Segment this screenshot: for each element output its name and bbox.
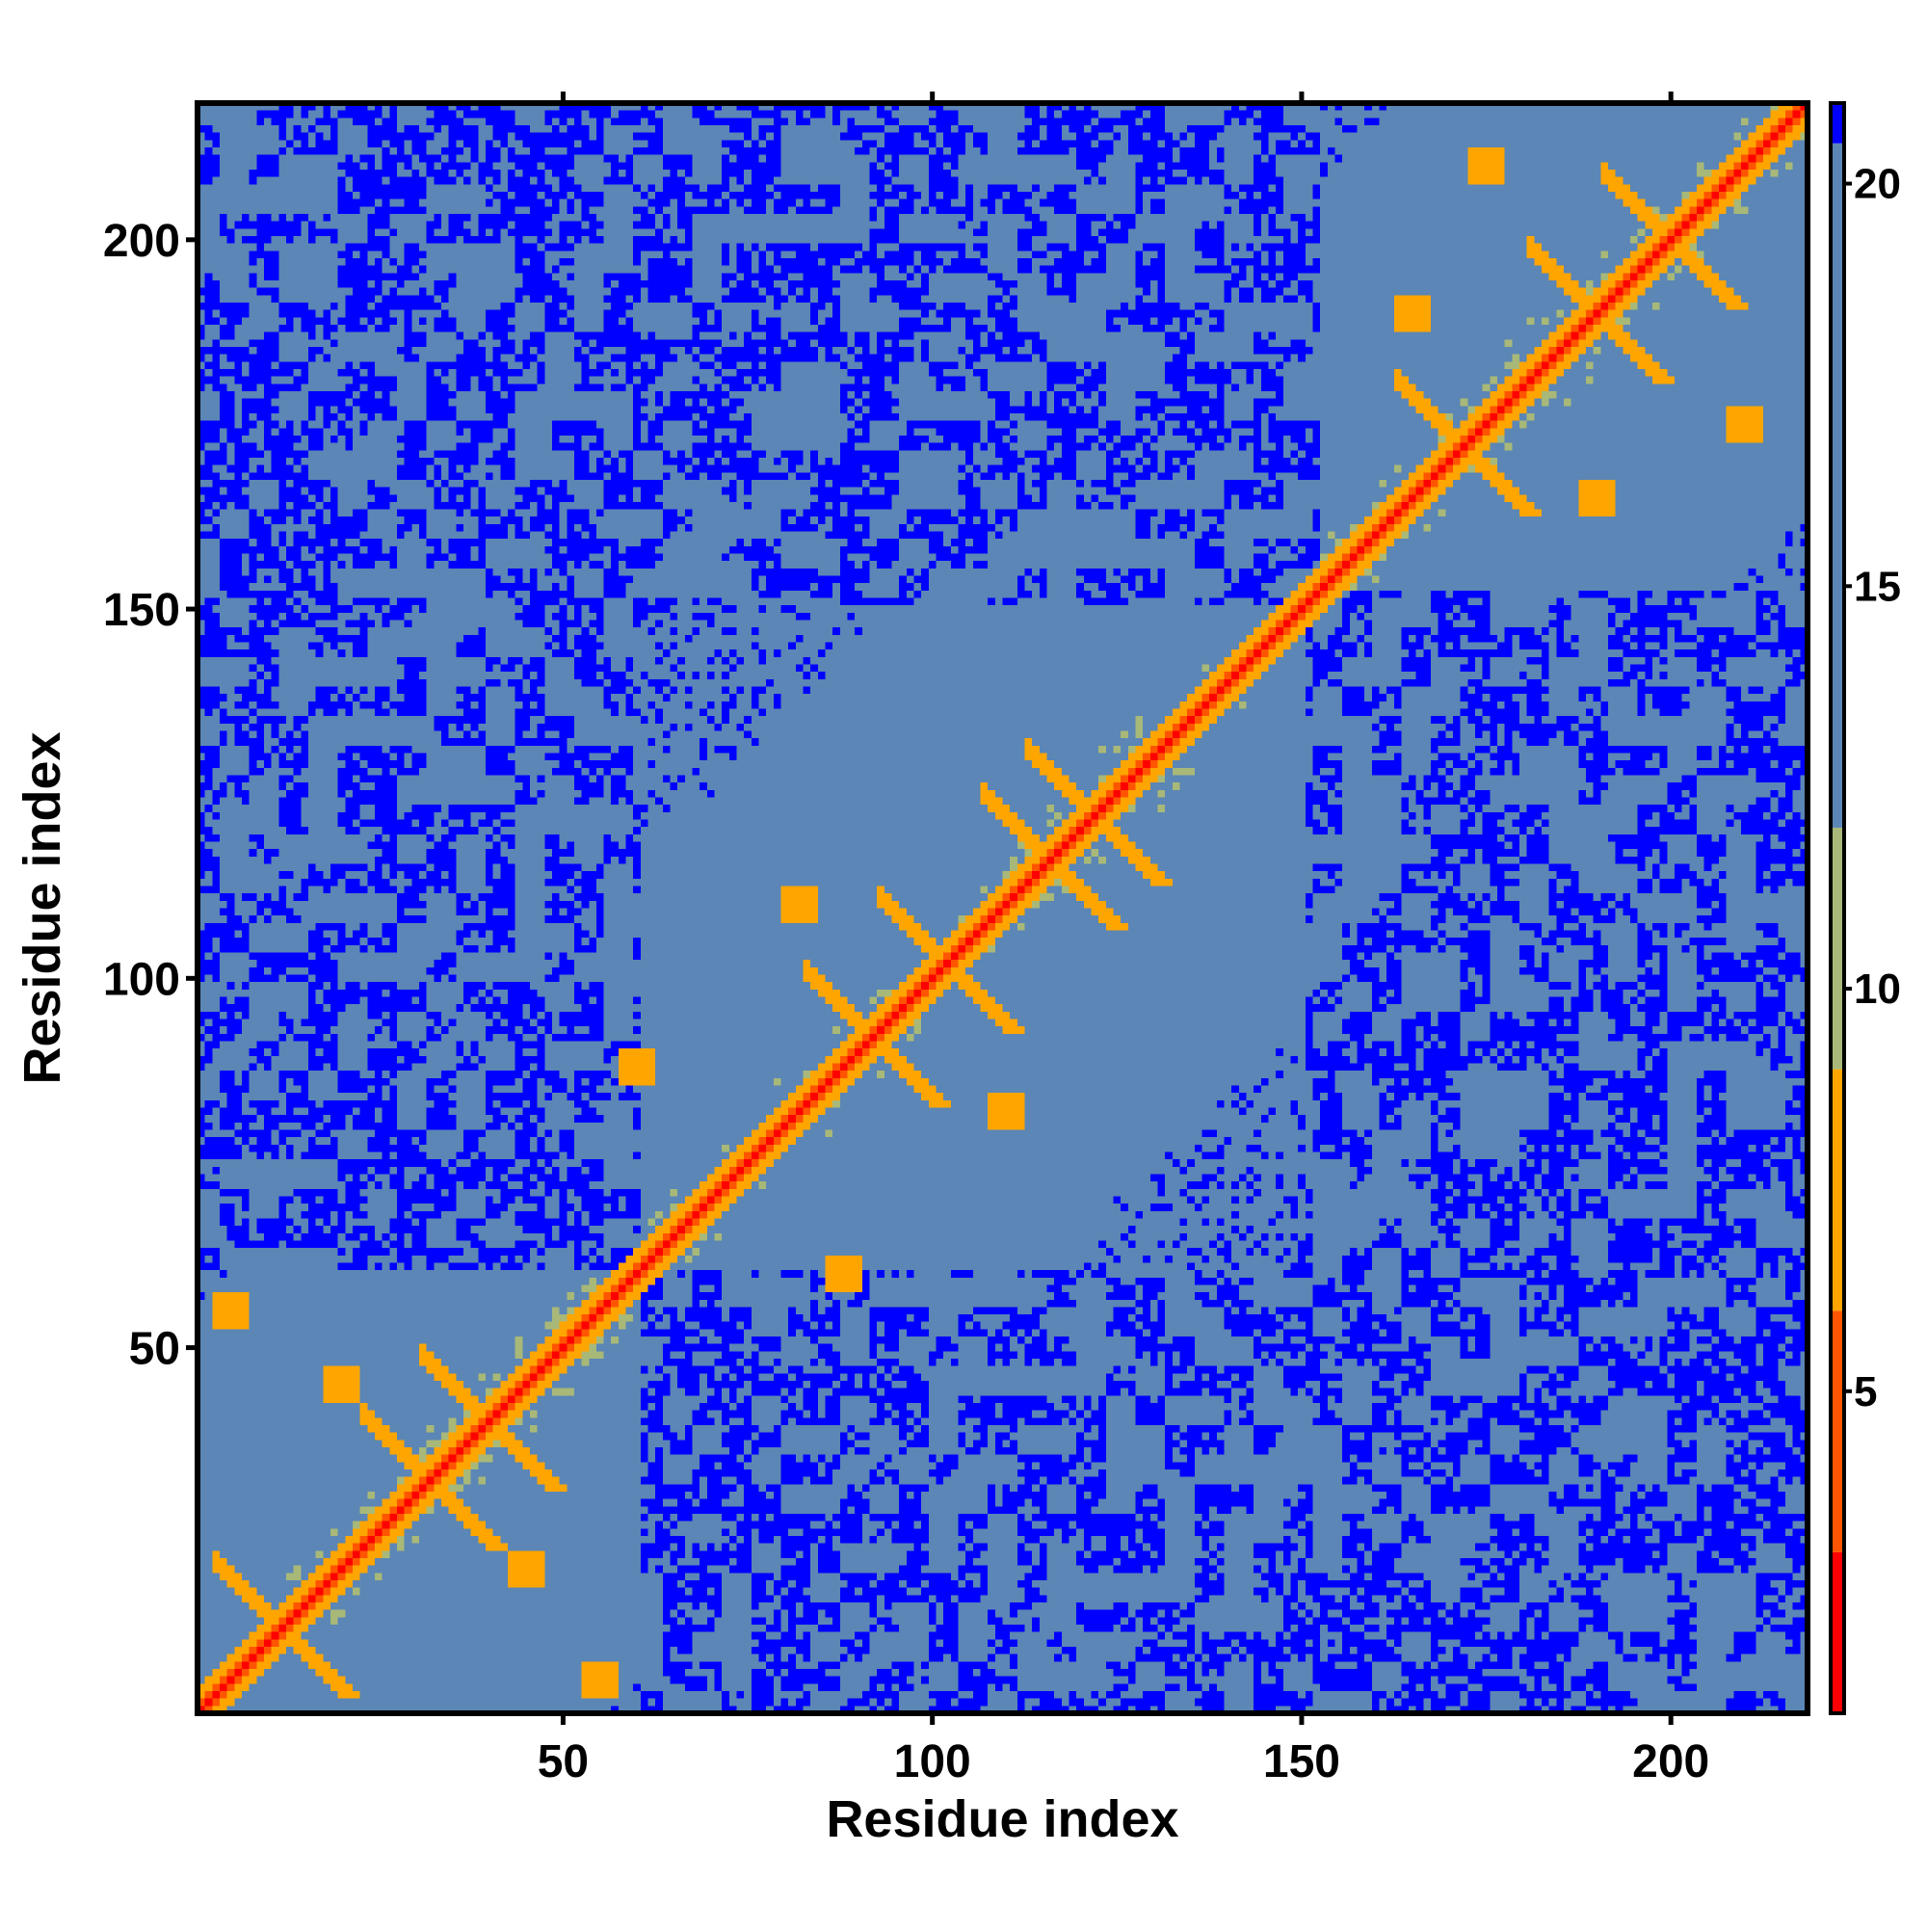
- x-tick-label: 200: [1632, 1736, 1709, 1787]
- colorbar-segment: [1831, 1551, 1844, 1713]
- heatmap-layer: [198, 103, 1808, 1713]
- axes-layer: 50 100 150 200 50 100 150 200: [103, 92, 1709, 1787]
- colorbar-segment: [1831, 827, 1844, 1070]
- y-tick-label: 150: [103, 585, 180, 636]
- y-tick-label: 200: [103, 216, 180, 267]
- colorbar-tick-label: 5: [1854, 1368, 1877, 1416]
- plot-frame: [195, 100, 1810, 1716]
- x-tick-label: 100: [894, 1736, 971, 1787]
- y-tick-label: 100: [103, 954, 180, 1005]
- x-tick-label: 150: [1263, 1736, 1340, 1787]
- y-axis-title: Residue index: [13, 731, 71, 1084]
- colorbar-segment: [1831, 1310, 1844, 1552]
- colorbar-tick-label: 15: [1854, 563, 1901, 610]
- colorbar-segment: [1831, 1069, 1844, 1311]
- x-axis-title: Residue index: [826, 1790, 1178, 1848]
- x-tick-label: 50: [538, 1736, 589, 1787]
- heatmap-cells: [198, 103, 1808, 1713]
- colorbar-frame: [1829, 101, 1846, 1715]
- colorbar: 5 10 15 20: [1829, 101, 1901, 1715]
- colorbar-segment: [1831, 103, 1844, 144]
- colorbar-tick-label: 20: [1854, 161, 1901, 208]
- colorbar-segment: [1831, 143, 1844, 828]
- y-tick-label: 50: [129, 1324, 180, 1375]
- colorbar-tick-label: 10: [1854, 966, 1901, 1013]
